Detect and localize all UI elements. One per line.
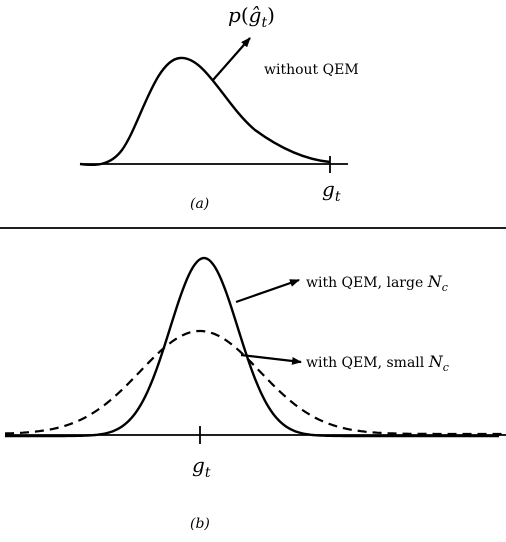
caption-a: (a) xyxy=(190,196,209,212)
label-small-nc: with QEM, small Nc xyxy=(306,352,449,374)
large-nc-arrow xyxy=(235,278,300,304)
curve-without-qem xyxy=(79,56,331,167)
panel-b: with QEM, large Nc with QEM, small Nc gt… xyxy=(4,256,506,532)
label-large-nc: with QEM, large Nc xyxy=(306,272,448,294)
dist-label-arrow xyxy=(212,37,251,81)
curve-small-nc xyxy=(4,329,505,436)
curve-large-nc xyxy=(5,256,499,438)
caption-b: (b) xyxy=(190,516,210,532)
tick-label-b: gt xyxy=(192,453,211,481)
small-nc-arrow xyxy=(240,353,302,365)
panel-a: p(ĝt) without QEM gt (a) xyxy=(79,3,359,212)
dist-label: p(ĝt) xyxy=(228,3,275,31)
tick-label-a: gt xyxy=(322,177,341,205)
curve-label-without-qem: without QEM xyxy=(264,62,359,78)
